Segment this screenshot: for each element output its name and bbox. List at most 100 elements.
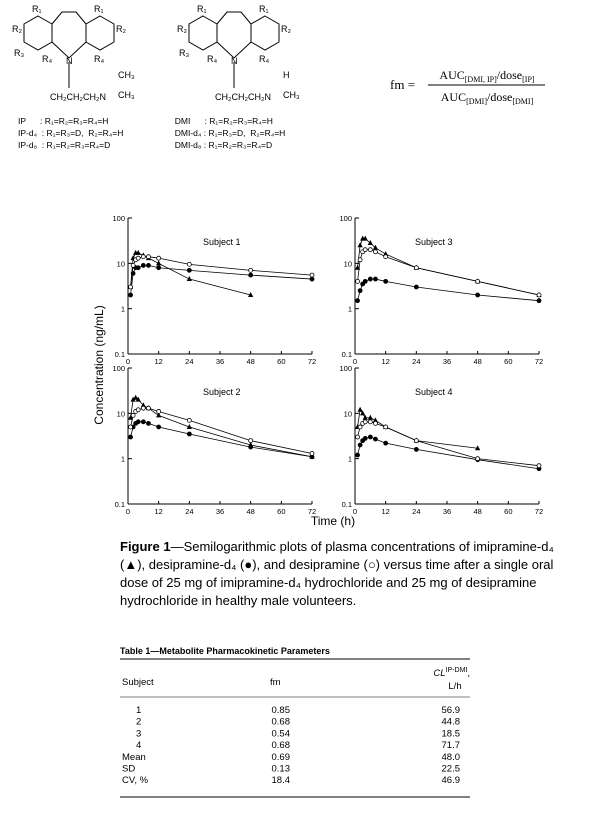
marker-triangle bbox=[135, 396, 141, 402]
structure-1 bbox=[23, 11, 115, 88]
structure-label: CH₃ bbox=[118, 70, 135, 80]
table-cell: 0.68 bbox=[272, 717, 291, 728]
structure-label: H bbox=[283, 70, 290, 80]
x-tick-label: 48 bbox=[246, 507, 254, 516]
table-cell: Mean bbox=[122, 752, 146, 763]
y-tick-label: 100 bbox=[339, 364, 352, 373]
series-line bbox=[357, 436, 540, 470]
structure-legend: DMI-d₄ : R₁=R₃=D, R₂=R₄=H bbox=[175, 128, 286, 138]
structure-label: CH₃ bbox=[118, 90, 135, 100]
x-tick-label: 72 bbox=[308, 507, 316, 516]
marker-circle bbox=[146, 405, 151, 411]
marker-circle bbox=[355, 434, 360, 440]
x-tick-label: 24 bbox=[185, 507, 193, 516]
y-tick-label: 1 bbox=[121, 305, 125, 314]
structure-label: R₂ bbox=[12, 24, 22, 34]
marker-triangle bbox=[367, 414, 373, 420]
formula-numerator: AUC[DMI, IP]/dose[IP] bbox=[439, 68, 534, 84]
marker-circle bbox=[355, 278, 360, 284]
x-tick-label: 0 bbox=[126, 357, 130, 366]
table-cell: 4 bbox=[136, 740, 141, 751]
marker-circle bbox=[309, 272, 315, 278]
marker-triangle bbox=[186, 423, 192, 429]
marker-circle bbox=[357, 442, 363, 448]
marker-circle bbox=[146, 263, 151, 268]
y-tick-label: 0.1 bbox=[342, 350, 352, 359]
x-tick-label: 48 bbox=[246, 357, 254, 366]
marker-circle bbox=[367, 419, 373, 425]
formula-part: [DMI] bbox=[512, 97, 533, 106]
x-tick-label: 72 bbox=[308, 357, 316, 366]
marker-circle bbox=[413, 438, 419, 444]
marker-circle bbox=[186, 261, 192, 267]
panel-title: Subject 2 bbox=[203, 387, 241, 397]
marker-circle bbox=[186, 431, 192, 437]
series-line bbox=[357, 238, 540, 296]
marker-triangle bbox=[248, 292, 254, 298]
structure-label: R₂ bbox=[281, 24, 291, 34]
caption-label: Figure 1 bbox=[120, 539, 171, 554]
table-cell: 71.7 bbox=[442, 740, 461, 751]
table-cell: 56.9 bbox=[442, 705, 461, 716]
marker-circle bbox=[357, 424, 363, 430]
structure-label: R₄ bbox=[94, 54, 104, 64]
marker-circle bbox=[536, 463, 542, 469]
formula-part: /dose bbox=[487, 90, 512, 104]
x-tick-label: 48 bbox=[473, 507, 481, 516]
y-tick-label: 100 bbox=[112, 214, 125, 223]
marker-triangle bbox=[362, 414, 368, 420]
structure-label: N bbox=[231, 56, 238, 66]
x-tick-label: 72 bbox=[535, 507, 543, 516]
table-header: CLIP-DMI, bbox=[433, 667, 470, 679]
marker-circle bbox=[146, 420, 151, 426]
x-axis-label: Time (h) bbox=[311, 514, 355, 528]
marker-triangle bbox=[372, 244, 379, 250]
structure-label: R₁ bbox=[197, 4, 207, 14]
structure-label: R₁ bbox=[32, 4, 42, 14]
marker-circle bbox=[146, 254, 151, 260]
marker-triangle bbox=[372, 417, 379, 423]
marker-circle bbox=[135, 407, 141, 413]
formula-part: AUC bbox=[441, 90, 466, 104]
panel-title: Subject 4 bbox=[415, 387, 453, 397]
marker-circle bbox=[355, 298, 360, 304]
structure-2 bbox=[188, 11, 280, 88]
series-line bbox=[130, 265, 313, 296]
marker-triangle bbox=[156, 412, 162, 418]
table-cell: 0.68 bbox=[272, 740, 291, 751]
y-tick-label: 10 bbox=[117, 409, 125, 418]
y-tick-label: 0.1 bbox=[115, 500, 125, 509]
table-cell: 0.85 bbox=[272, 705, 291, 716]
marker-circle bbox=[130, 413, 136, 418]
table-cell: 0.13 bbox=[272, 764, 291, 775]
marker-circle bbox=[413, 447, 419, 452]
marker-circle bbox=[355, 452, 360, 458]
y-tick-label: 0.1 bbox=[115, 350, 125, 359]
x-tick-label: 60 bbox=[277, 507, 285, 516]
x-tick-label: 72 bbox=[535, 357, 543, 366]
header-part: IP-DMI bbox=[446, 667, 468, 674]
marker-circle bbox=[140, 419, 146, 425]
table-header: L/h bbox=[448, 681, 461, 692]
marker-circle bbox=[362, 247, 368, 253]
x-tick-label: 24 bbox=[412, 357, 420, 366]
series-line bbox=[357, 249, 540, 296]
marker-triangle bbox=[140, 402, 146, 408]
structure-label: R₃ bbox=[14, 48, 24, 58]
marker-circle bbox=[536, 292, 542, 298]
marker-circle bbox=[186, 417, 192, 423]
x-tick-label: 36 bbox=[216, 507, 224, 516]
marker-circle bbox=[309, 276, 315, 282]
marker-triangle bbox=[186, 276, 192, 282]
marker-circle bbox=[156, 409, 162, 414]
structure-label: CH₃ bbox=[283, 90, 300, 100]
table-header: Subject bbox=[122, 677, 154, 688]
marker-circle bbox=[309, 451, 315, 456]
marker-triangle bbox=[475, 445, 481, 451]
marker-triangle bbox=[127, 414, 134, 420]
table-cell: 22.5 bbox=[442, 764, 461, 775]
structure-label: R₄ bbox=[259, 54, 269, 64]
header-part: CL bbox=[433, 668, 445, 679]
marker-circle bbox=[248, 438, 254, 444]
